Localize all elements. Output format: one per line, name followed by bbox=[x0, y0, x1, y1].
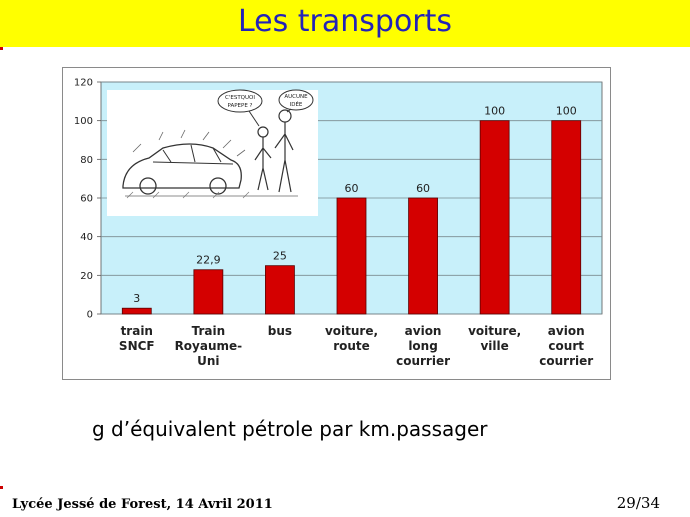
cartoon-illustration: C'ESTQUOI PAPEPE ? AUCUNE IDÉE bbox=[107, 89, 318, 216]
category-label: ville bbox=[480, 339, 508, 353]
bubble-right-line-2: IDÉE bbox=[290, 100, 303, 108]
y-tick-label: 40 bbox=[80, 232, 93, 243]
category-label: long bbox=[408, 339, 438, 353]
bar bbox=[193, 269, 224, 315]
category-label: avion bbox=[548, 324, 585, 338]
category-label: court bbox=[548, 339, 584, 353]
value-label: 22,9 bbox=[196, 254, 221, 267]
value-label: 60 bbox=[345, 182, 359, 195]
bar bbox=[479, 120, 510, 315]
bars bbox=[121, 120, 582, 315]
y-tick-label: 0 bbox=[87, 310, 93, 321]
y-tick-label: 120 bbox=[74, 78, 93, 89]
bubble-left-line-2: PAPEPE ? bbox=[228, 103, 253, 109]
bar bbox=[408, 197, 438, 315]
y-tick-label: 100 bbox=[74, 116, 93, 127]
corner-dot-bottom bbox=[0, 486, 3, 489]
bar-chart: 0 20 40 60 80 100 120 3 22,9 25 60 60 100 100 trainS… bbox=[74, 78, 603, 368]
bubble-left-line-1: C'ESTQUOI bbox=[225, 95, 255, 101]
category-label: courrier bbox=[396, 354, 450, 368]
corner-dot-top bbox=[0, 47, 3, 50]
y-tick-label: 20 bbox=[80, 271, 93, 282]
page-number: 29/34 bbox=[616, 494, 660, 512]
bar bbox=[336, 197, 367, 315]
category-label: Uni bbox=[197, 354, 219, 368]
chart-caption: g d’équivalent pétrole par km.passager bbox=[92, 417, 488, 441]
value-label: 100 bbox=[484, 105, 505, 118]
y-tick-label: 60 bbox=[80, 194, 93, 205]
category-label: courrier bbox=[539, 354, 593, 368]
chart-frame: 0 20 40 60 80 100 120 3 22,9 25 60 60 100 100 train S… bbox=[62, 67, 611, 380]
category-label: voiture, bbox=[325, 324, 378, 338]
y-tick-label: 80 bbox=[80, 155, 93, 166]
value-label: 3 bbox=[133, 292, 140, 305]
bar bbox=[551, 120, 582, 315]
bar bbox=[121, 307, 152, 315]
bubble-right-line-1: AUCUNE bbox=[284, 94, 308, 100]
value-label: 60 bbox=[416, 182, 430, 195]
value-labels: 3 22,9 25 60 60 100 100 bbox=[133, 105, 576, 306]
footer-school-date: Lycée Jessé de Forest, 14 Avril 2011 bbox=[12, 497, 273, 512]
category-label: Train bbox=[192, 324, 226, 338]
category-label: avion bbox=[405, 324, 442, 338]
value-label: 25 bbox=[273, 250, 287, 263]
title-bar: Les transports bbox=[0, 0, 690, 47]
category-label: train bbox=[121, 324, 153, 338]
value-label: 100 bbox=[556, 105, 577, 118]
bar bbox=[265, 265, 295, 315]
category-label: SNCF bbox=[119, 339, 155, 353]
category-label: Royaume- bbox=[175, 339, 243, 353]
category-label: voiture, bbox=[468, 324, 521, 338]
category-label: route bbox=[333, 339, 370, 353]
slide-title: Les transports bbox=[237, 4, 453, 39]
y-tick-labels: 0 20 40 60 80 100 120 bbox=[74, 78, 93, 321]
category-label: bus bbox=[268, 324, 292, 338]
